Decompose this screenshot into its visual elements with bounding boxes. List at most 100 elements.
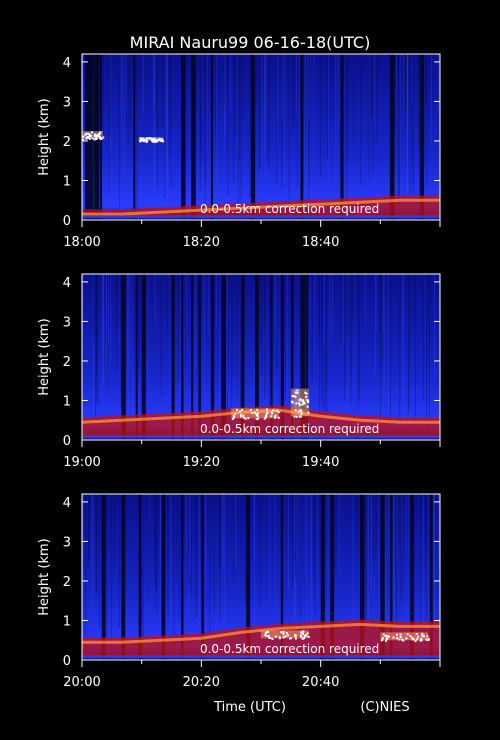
noise-streak [314,274,316,355]
noise-streak [143,54,144,113]
noise-streak [406,54,408,193]
cloud-speck [305,634,308,637]
cloud-speck [269,637,272,640]
noise-streak [428,274,430,427]
cloud-speck [144,138,147,141]
noise-streak [190,494,192,576]
cloud-speck [99,137,102,140]
noise-streak [129,54,131,128]
noise-streak [208,274,210,338]
noise-streak [354,274,355,360]
cloud-speck [396,637,399,640]
noise-streak [353,54,354,146]
noise-streak [373,494,375,565]
noise-streak [424,274,426,426]
dark-column [221,274,226,440]
noise-streak [375,274,377,330]
noise-streak [398,494,400,547]
dark-column [210,54,214,220]
noise-streak [169,274,171,394]
cloud-speck [301,631,304,634]
noise-streak [148,494,150,629]
noise-streak [238,54,240,204]
noise-streak [91,494,93,572]
noise-streak [371,494,373,639]
noise-streak [328,54,330,208]
noise-streak [261,274,263,376]
noise-streak [366,494,368,627]
noise-streak [148,494,150,603]
noise-streak [257,54,258,105]
cloud-speck [385,634,388,637]
cloud-speck [102,136,105,139]
noise-streak [286,274,288,398]
noise-streak [269,494,271,604]
y-tick-label: 0 [63,214,71,229]
dark-column [181,274,184,440]
cloud-speck [231,417,234,420]
noise-streak [260,54,261,169]
noise-streak [396,54,397,118]
noise-streak [423,54,425,168]
cloud-speck [414,640,417,643]
cloud-speck [426,635,429,638]
noise-streak [368,494,370,633]
cloud-speck [298,415,301,418]
noise-streak [191,494,192,581]
cloud-speck [82,135,85,138]
noise-streak [376,54,378,144]
cloud-speck [145,137,148,140]
noise-streak [260,274,261,346]
noise-streak [388,494,390,627]
noise-streak [394,54,396,136]
x-tick-label: 18:20 [183,235,220,250]
noise-streak [360,54,362,186]
cloud-speck [289,637,292,640]
cloud-speck [270,415,273,418]
cloud-speck [232,414,235,417]
panels: 0.0-0.5km correction required 0 1 2 3 4 Height… [37,53,441,690]
noise-streak [323,274,325,398]
noise-streak [237,54,239,150]
noise-streak [93,274,95,434]
noise-streak [195,494,197,599]
noise-streak [433,274,435,380]
x-tick-label: 19:40 [302,455,339,470]
y-axis-label: Height (km) [37,538,52,615]
noise-streak [382,274,384,334]
cloud-speck [298,399,301,402]
x-axis-label: Time (UTC) [213,700,286,715]
dark-column [389,494,393,660]
cloud-speck [244,417,247,420]
noise-streak [238,54,240,161]
noise-streak [127,274,128,392]
noise-streak [411,54,413,104]
noise-streak [169,274,171,353]
x-tick-label: 20:40 [302,675,339,690]
noise-streak [326,274,328,412]
noise-streak [154,274,156,325]
cloud-speck [306,632,309,635]
noise-streak [264,54,265,153]
cloud-speck [266,408,269,411]
noise-streak [156,54,157,132]
y-tick-label: 1 [63,174,71,189]
noise-streak [323,274,325,408]
noise-streak [414,494,415,631]
noise-streak [188,494,190,637]
cloud-speck [251,412,254,415]
noise-streak [423,494,425,645]
noise-streak [334,494,336,571]
noise-streak [412,54,414,184]
noise-streak [415,274,416,440]
cloud-speck [256,408,259,411]
cloud-speck [139,140,142,143]
cloud-speck [302,633,305,636]
dark-column [300,274,306,440]
noise-streak [418,54,420,150]
heatmap-background [82,54,440,220]
cloud-speck [154,140,157,143]
cloud-speck [386,638,389,641]
cloud-speck [139,137,142,140]
